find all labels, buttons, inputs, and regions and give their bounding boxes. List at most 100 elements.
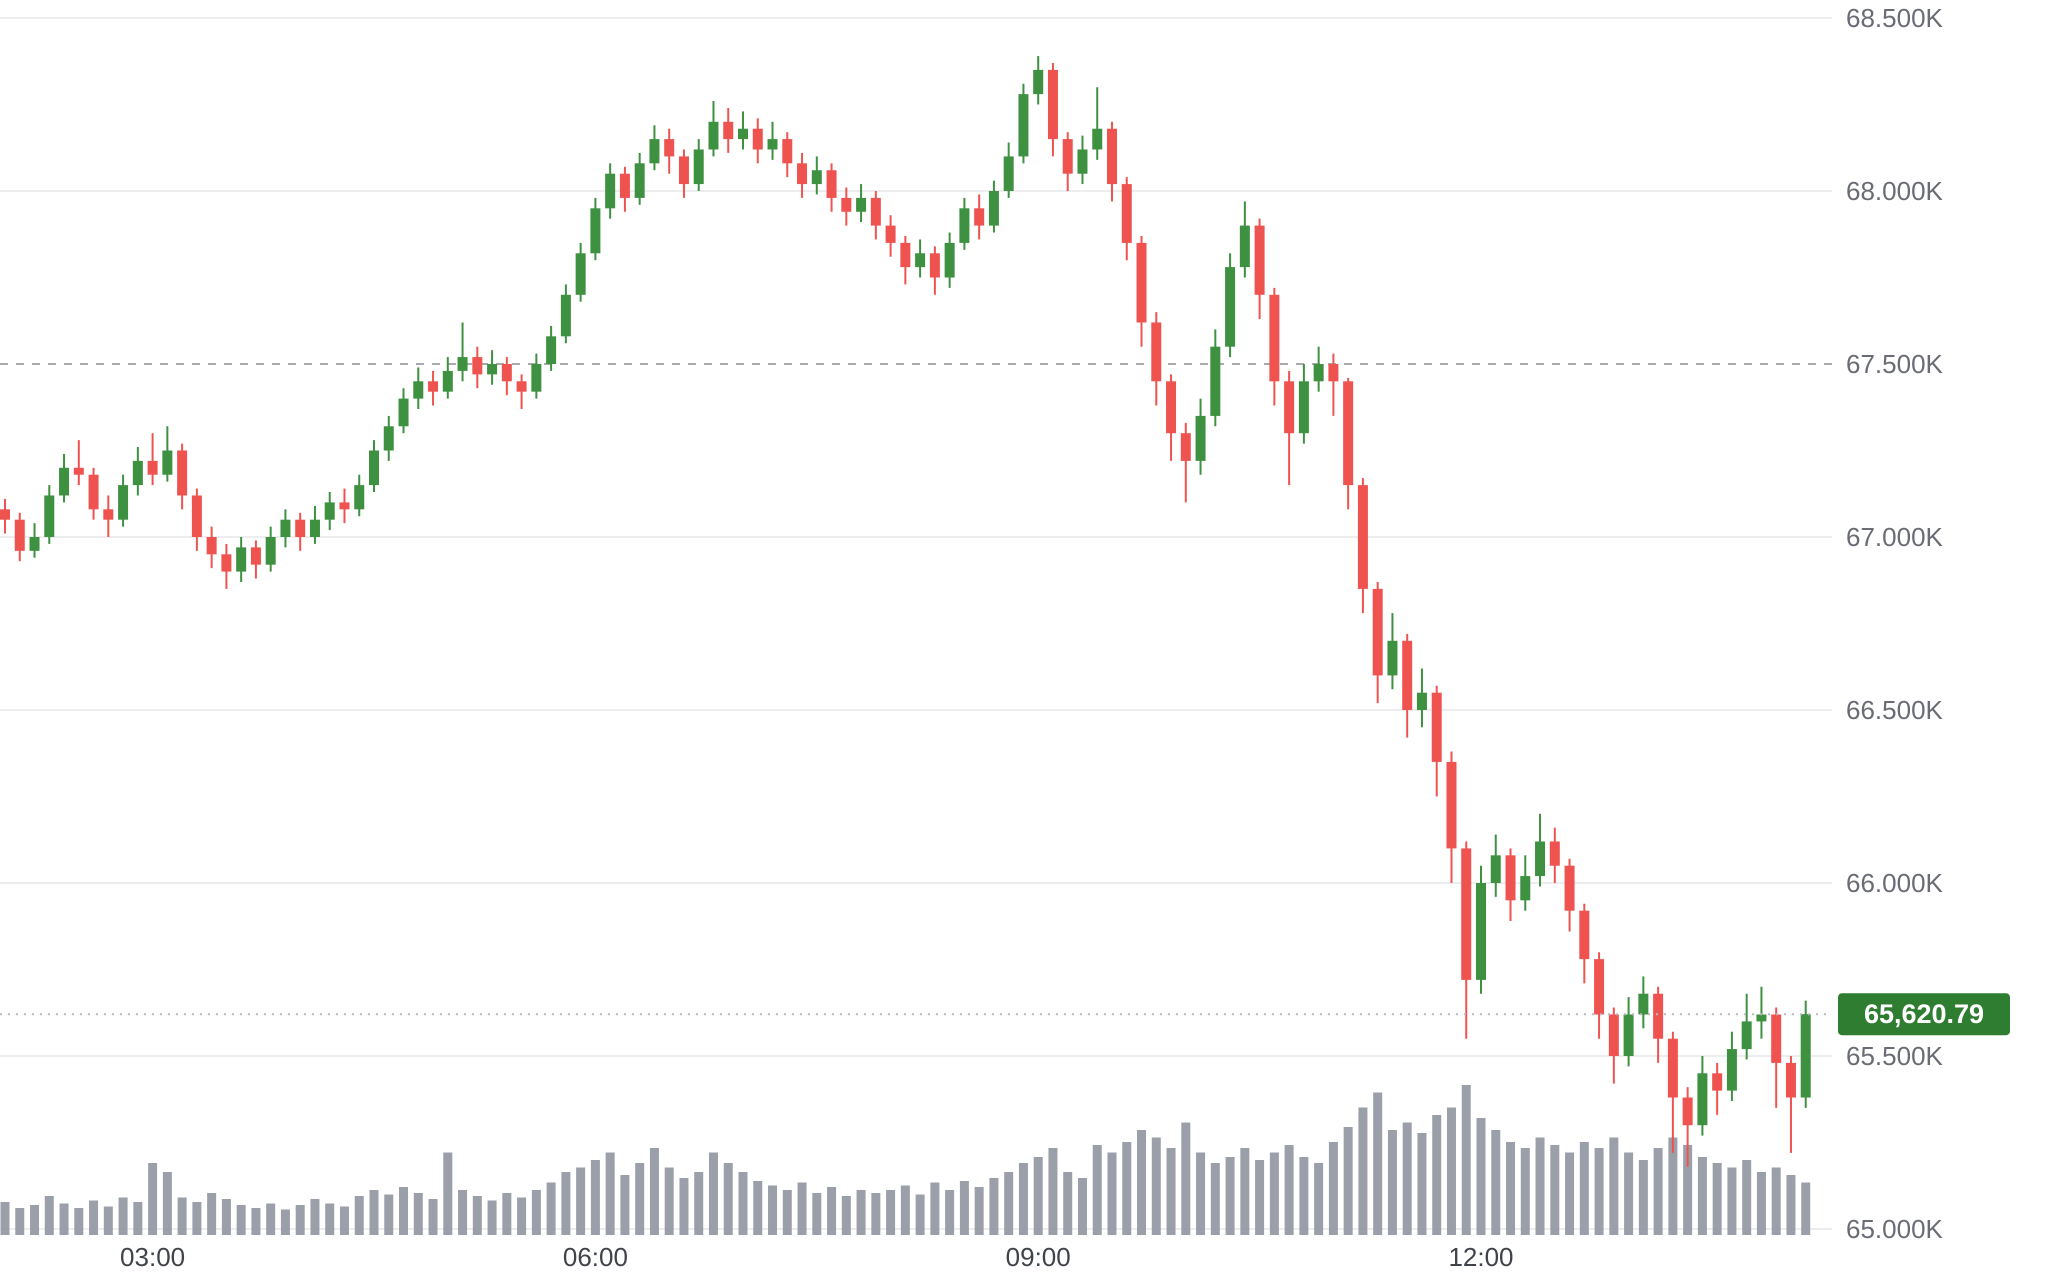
candle-body bbox=[870, 197, 881, 226]
candle bbox=[1490, 834, 1501, 897]
candle bbox=[118, 474, 129, 527]
volume-bar bbox=[782, 1190, 792, 1235]
candle-body bbox=[191, 495, 202, 537]
candle-body bbox=[900, 242, 911, 268]
volume-bar bbox=[1048, 1148, 1058, 1235]
candle-body bbox=[1785, 1062, 1796, 1098]
price-axis[interactable]: 68.500K 68.000K 67.500K 67.000K 66.500K 66.00… bbox=[1846, 3, 1944, 1244]
candle-body bbox=[118, 485, 129, 520]
candle bbox=[1121, 177, 1132, 261]
volume-bar bbox=[1697, 1157, 1707, 1235]
candle bbox=[1579, 903, 1590, 984]
candle-body bbox=[29, 537, 40, 551]
volume-bar bbox=[1018, 1163, 1028, 1235]
candle bbox=[1372, 581, 1383, 704]
volume-bar bbox=[133, 1202, 143, 1235]
volume-bar bbox=[1653, 1148, 1663, 1235]
volume-bar bbox=[1063, 1172, 1073, 1235]
candle-body bbox=[649, 139, 660, 164]
candle bbox=[1461, 841, 1472, 1039]
volume-bar bbox=[708, 1152, 718, 1235]
candle-body bbox=[103, 509, 114, 520]
candle bbox=[1800, 1000, 1811, 1108]
candle bbox=[501, 357, 512, 396]
volume-bar bbox=[827, 1187, 837, 1235]
volume-bar bbox=[1151, 1137, 1161, 1235]
candle-body bbox=[1446, 761, 1457, 849]
candle bbox=[826, 163, 837, 212]
candle-body bbox=[1225, 267, 1236, 347]
current-price-value: 65,620.79 bbox=[1864, 999, 1984, 1029]
candle-body bbox=[1520, 876, 1531, 901]
volume-bar bbox=[620, 1175, 630, 1235]
volume-bar bbox=[443, 1152, 453, 1235]
volume-bar bbox=[458, 1190, 468, 1235]
volume-bar bbox=[1417, 1133, 1427, 1235]
candle bbox=[870, 191, 881, 240]
candle-body bbox=[1136, 242, 1147, 323]
volume-bar bbox=[1299, 1157, 1309, 1235]
candle bbox=[295, 512, 306, 551]
volume-bar bbox=[1476, 1118, 1486, 1235]
volume-bar bbox=[1801, 1182, 1811, 1235]
volume-bar bbox=[15, 1208, 25, 1235]
volume-bar bbox=[1137, 1130, 1147, 1235]
candle-body bbox=[309, 519, 320, 537]
volume-bar bbox=[295, 1205, 305, 1235]
volume-bar bbox=[207, 1193, 217, 1235]
volume-bar bbox=[1269, 1152, 1279, 1235]
price-tick-label: 67.000K bbox=[1846, 522, 1944, 552]
candle bbox=[265, 526, 276, 572]
candle bbox=[590, 197, 601, 261]
candle bbox=[664, 128, 675, 174]
volume-bar bbox=[89, 1200, 99, 1235]
volume-bar bbox=[354, 1196, 364, 1235]
volume-bar bbox=[1077, 1178, 1087, 1235]
candle-body bbox=[678, 156, 689, 185]
grid-layer bbox=[0, 17, 1832, 1230]
volume-bar bbox=[162, 1172, 172, 1235]
candle bbox=[1549, 827, 1560, 883]
time-axis[interactable]: 03:00 06:00 09:00 12:00 bbox=[120, 1242, 1513, 1272]
candle-body bbox=[1431, 692, 1442, 762]
candle bbox=[88, 467, 99, 520]
candle bbox=[1092, 87, 1103, 160]
volume-bar bbox=[1550, 1145, 1560, 1235]
volume-bar bbox=[413, 1193, 423, 1235]
volume-bar bbox=[1373, 1092, 1383, 1235]
candle bbox=[1254, 218, 1265, 320]
candle bbox=[1195, 398, 1206, 475]
candle-body bbox=[295, 519, 306, 537]
candle bbox=[560, 284, 571, 344]
candle bbox=[1771, 1007, 1782, 1108]
candle-body bbox=[413, 381, 424, 399]
candle bbox=[944, 232, 955, 288]
candle-body bbox=[501, 364, 512, 382]
volume-bar bbox=[384, 1194, 394, 1235]
candle bbox=[885, 215, 896, 257]
volume-layer bbox=[0, 1085, 1811, 1235]
candle-body bbox=[1151, 322, 1162, 382]
candle bbox=[1062, 132, 1073, 191]
price-tick-label: 65.000K bbox=[1846, 1214, 1944, 1244]
volume-bar bbox=[251, 1208, 261, 1235]
volume-bar bbox=[1225, 1157, 1235, 1235]
candle-body bbox=[1594, 959, 1605, 1015]
candle bbox=[1077, 135, 1088, 185]
candle bbox=[29, 523, 40, 558]
candle-body bbox=[1476, 883, 1486, 980]
volume-bar bbox=[679, 1178, 689, 1235]
volume-bar bbox=[797, 1182, 807, 1235]
candle bbox=[974, 194, 985, 240]
volume-bar bbox=[900, 1185, 910, 1235]
candle-body bbox=[634, 163, 645, 198]
candle-body bbox=[147, 460, 158, 475]
candle bbox=[442, 357, 453, 399]
volume-bar bbox=[192, 1202, 202, 1235]
candle-body bbox=[88, 474, 99, 510]
volume-bar bbox=[886, 1190, 896, 1235]
volume-bar bbox=[841, 1196, 851, 1235]
volume-bar bbox=[768, 1185, 778, 1235]
volume-bar bbox=[1343, 1127, 1353, 1235]
